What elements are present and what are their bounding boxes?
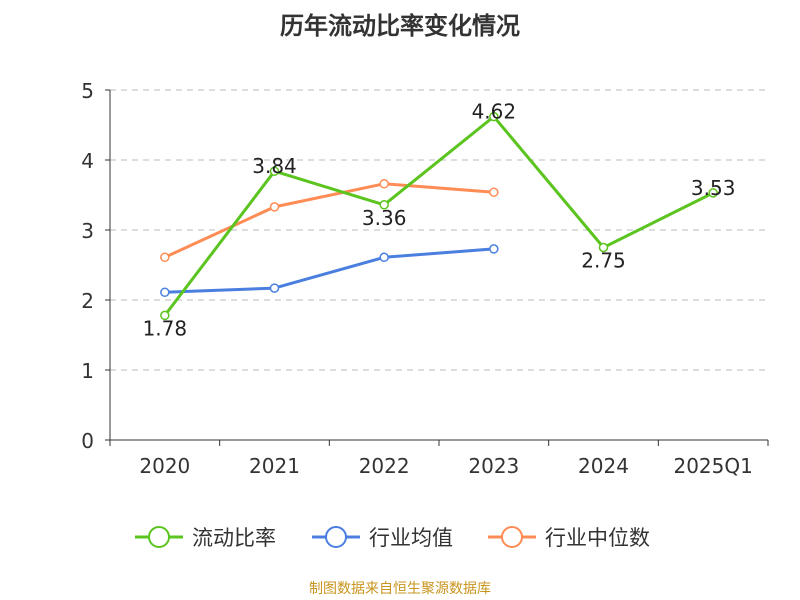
x-tick-label: 2025Q1: [673, 454, 752, 478]
data-point: [598, 242, 609, 253]
data-point: [379, 179, 389, 189]
y-tick-label: 4: [81, 149, 94, 173]
chart-title: 历年流动比率变化情况: [280, 12, 520, 40]
legend-marker: [501, 526, 523, 548]
data-point: [269, 166, 280, 176]
data-label: 2.75: [581, 249, 626, 273]
legend-marker: [148, 526, 170, 548]
data-label: 1.78: [143, 316, 188, 340]
y-tick-label: 3: [81, 219, 94, 243]
legend-label: 行业中位数: [545, 526, 650, 550]
data-label: 4.62: [472, 100, 517, 124]
x-tick-label: 2024: [578, 454, 629, 478]
source-footer: 制图数据来自恒生聚源数据库: [309, 581, 491, 597]
y-tick-label: 2: [81, 289, 94, 313]
data-point: [160, 252, 170, 263]
data-point: [708, 188, 718, 198]
data-point: [160, 287, 170, 298]
series-line-0: [163, 115, 714, 317]
x-tick-label: 2023: [468, 454, 519, 478]
data-point: [160, 310, 170, 321]
data-point: [489, 244, 499, 254]
legend-label: 流动比率: [192, 526, 276, 550]
data-label: 3.53: [691, 176, 736, 200]
data-point: [269, 202, 280, 212]
legend-label: 行业均值: [369, 526, 453, 550]
x-tick-label: 2022: [359, 454, 410, 478]
y-tick-label: 0: [81, 429, 94, 453]
y-tick-label: 5: [81, 79, 94, 103]
y-tick-label: 1: [81, 359, 94, 383]
data-point: [379, 252, 389, 263]
legend-marker: [325, 526, 347, 548]
x-tick-label: 2021: [249, 454, 300, 478]
series-line-2: [164, 182, 494, 259]
data-point: [379, 200, 389, 210]
data-label: 3.36: [362, 206, 407, 230]
data-point: [269, 283, 280, 293]
data-point: [489, 111, 499, 122]
series-line-1: [164, 247, 494, 294]
data-label: 3.84: [252, 154, 297, 178]
x-tick-label: 2020: [139, 454, 190, 478]
data-point: [489, 187, 499, 197]
